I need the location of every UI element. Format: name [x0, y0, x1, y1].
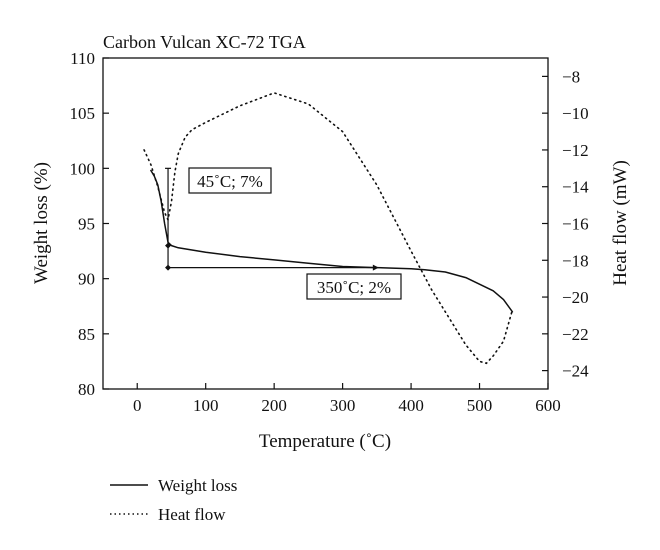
y-axis-left: 80 85 90 95 100 105 110 [70, 49, 109, 399]
annotations: 45˚C; 7% 350˚C; 2% [165, 167, 402, 300]
x-tick-label: 400 [398, 396, 424, 415]
y2-tick-label: −24 [562, 362, 589, 381]
y-axis-title: Weight loss (%) [31, 162, 52, 284]
y2-tick-label: −18 [562, 251, 589, 270]
annotation-horizontal-marker [165, 264, 172, 271]
y2-tick-label: −14 [562, 178, 589, 197]
legend-label-heat-flow: Heat flow [158, 505, 226, 524]
y-tick-label: 100 [70, 159, 96, 178]
x-tick-label: 0 [133, 396, 142, 415]
x-tick-label: 300 [330, 396, 356, 415]
chart-title: Carbon Vulcan XC-72 TGA [103, 32, 306, 52]
annotation-label-350c: 350˚C; 2% [317, 278, 391, 297]
y2-tick-label: −22 [562, 325, 589, 344]
series-line-weight-loss [150, 169, 514, 313]
x-tick-label: 200 [261, 396, 287, 415]
annotation-arrowhead [372, 264, 379, 271]
legend: Weight loss Heat flow [110, 476, 237, 524]
y-tick-label: 90 [78, 270, 95, 289]
annotation-label-350c-box [306, 273, 402, 300]
y-axis-right: −24 −22 −20 −18 −16 −14 −12 −10 −8 [542, 67, 589, 381]
x-tick-label: 500 [467, 396, 493, 415]
y2-tick-label: −20 [562, 288, 589, 307]
y2-tick-label: −16 [562, 215, 589, 234]
plot-frame [102, 57, 549, 390]
y2-axis-title: Heat flow (mW) [610, 160, 631, 286]
y-tick-label: 85 [78, 325, 95, 344]
x-tick-label: 100 [193, 396, 219, 415]
y-tick-label: 95 [78, 215, 95, 234]
y-tick-label: 105 [70, 104, 96, 123]
y2-tick-label: −10 [562, 104, 589, 123]
legend-label-weight-loss: Weight loss [158, 476, 237, 495]
series-line-heat-flow [143, 92, 514, 365]
y-tick-label: 110 [70, 49, 95, 68]
y2-tick-label: −12 [562, 141, 589, 160]
x-axis: 0 100 200 300 400 500 600 [133, 383, 561, 415]
y-tick-label: 80 [78, 380, 95, 399]
annotation-label-45c: 45˚C; 7% [197, 172, 263, 191]
y2-tick-label: −8 [562, 67, 580, 86]
x-tick-label: 600 [535, 396, 561, 415]
x-axis-title: Temperature (˚C) [259, 431, 391, 452]
series-layer [143, 92, 514, 365]
annotation-label-45c-box [188, 167, 272, 194]
